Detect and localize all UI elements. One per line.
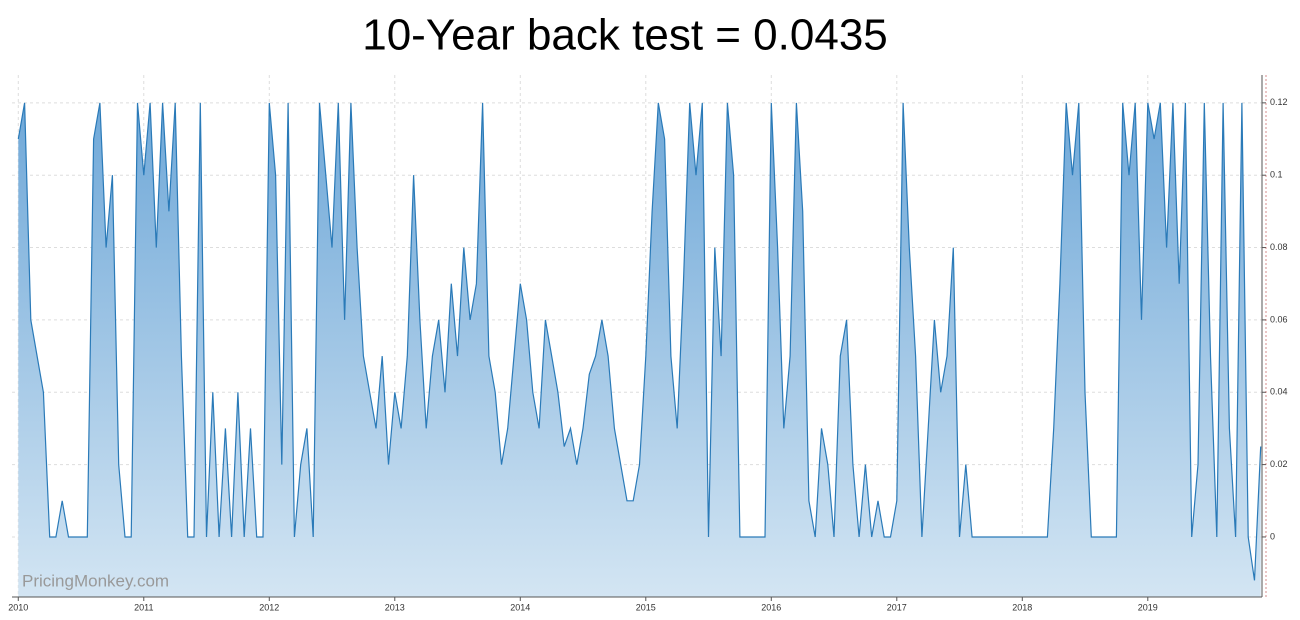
- x-tick-label: 2019: [1138, 602, 1158, 612]
- x-tick-label: 2013: [385, 602, 405, 612]
- x-tick-label: 2012: [259, 602, 279, 612]
- y-tick-label: 0: [1270, 531, 1275, 541]
- x-tick-label: 2018: [1012, 602, 1032, 612]
- x-tick-label: 2017: [887, 602, 907, 612]
- watermark: PricingMonkey.com: [22, 571, 169, 590]
- x-tick-label: 2015: [636, 602, 656, 612]
- chart-title: 10-Year back test = 0.0435: [362, 11, 888, 60]
- y-tick-label: 0.02: [1270, 459, 1288, 469]
- y-tick-label: 0.06: [1270, 314, 1288, 324]
- x-tick-label: 2014: [510, 602, 530, 612]
- y-tick-label: 0.1: [1270, 170, 1283, 180]
- y-tick-label: 0.04: [1270, 387, 1288, 397]
- y-tick-label: 0.08: [1270, 242, 1288, 252]
- area-fill: [18, 102, 1261, 598]
- line: [17, 102, 1262, 581]
- x-tick-label: 2016: [761, 602, 781, 612]
- x-tick-label: 2010: [8, 602, 28, 612]
- x-tick-label: 2011: [134, 602, 153, 612]
- y-tick-label: 0.12: [1270, 97, 1288, 107]
